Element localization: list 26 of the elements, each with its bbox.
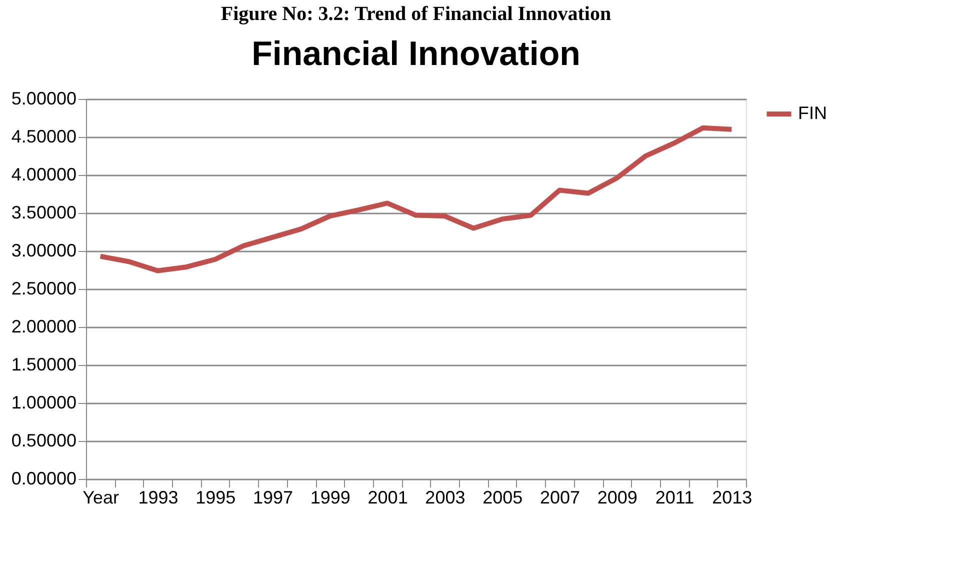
x-tick-label: 2007 (540, 488, 580, 508)
x-tick-label: 2013 (712, 488, 752, 508)
chart-title: Financial Innovation (252, 35, 580, 73)
text: Figure No: 3.2: Trend of Financial Innovation (220, 3, 612, 25)
y-tick-label: 2.50000 (11, 278, 76, 298)
y-tick-label: 1.50000 (11, 354, 76, 374)
x-tick-label: 2001 (368, 488, 408, 508)
y-tick-label: 1.00000 (11, 392, 76, 412)
y-tick-label: 0.00000 (11, 468, 76, 488)
x-tick-label: 2009 (597, 488, 638, 508)
x-tick-label: 1995 (196, 488, 236, 508)
y-tick-label: 3.00000 (11, 240, 76, 260)
x-tick-label: Year (82, 488, 120, 508)
x-tick-label: 1999 (310, 488, 350, 508)
y-tick-label: 4.00000 (11, 164, 76, 184)
x-tick-label: 2011 (655, 488, 694, 508)
y-tick-label: 3.50000 (11, 202, 76, 222)
legend-label: FIN (798, 103, 827, 123)
y-tick-label: 0.50000 (11, 430, 76, 450)
y-tick-label: 4.50000 (11, 126, 76, 146)
y-tick-label: 5.00000 (11, 88, 76, 108)
x-tick-label: 2005 (482, 488, 523, 508)
x-tick-label: 1997 (253, 488, 294, 508)
x-tick-label: 1993 (138, 488, 178, 508)
y-tick-label: 2.00000 (11, 316, 76, 336)
x-tick-label: 2003 (425, 488, 466, 508)
